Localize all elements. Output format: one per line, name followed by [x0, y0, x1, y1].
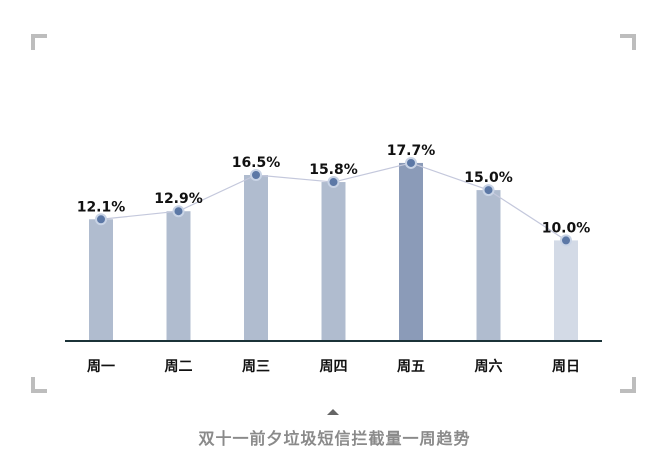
data-label-周一: 12.1%	[77, 199, 126, 215]
x-tick-label-周二: 周二	[165, 359, 193, 375]
data-label-周五: 17.7%	[387, 143, 436, 159]
corner-bracket-bottom-right	[620, 377, 636, 393]
corner-bracket-top-left	[31, 34, 47, 50]
bar-周六	[476, 190, 501, 341]
corner-bracket-bottom-left	[31, 377, 47, 393]
point-marker-周五	[405, 156, 417, 169]
x-tick-label-周一: 周一	[87, 359, 115, 375]
markers-layer	[95, 156, 572, 247]
data-label-周四: 15.8%	[309, 162, 358, 178]
x-tick-labels-layer: 周一 周二 周三 周四 周五 周六 周日	[87, 358, 580, 375]
x-tick-label-周四: 周四	[320, 359, 348, 375]
point-marker-周三	[250, 169, 262, 182]
data-label-周六: 15.0%	[464, 170, 513, 186]
caption-arrow-icon	[327, 409, 339, 415]
x-tick-label-周日: 周日	[552, 359, 580, 375]
bar-周二	[166, 211, 191, 341]
bar-周四	[321, 182, 346, 341]
data-labels-layer: 12.1% 12.9% 16.5% 15.8% 17.7% 15.0% 10.0%	[77, 143, 591, 236]
x-tick-label-周三: 周三	[242, 359, 270, 375]
data-label-周日: 10.0%	[542, 220, 591, 236]
point-marker-周一	[95, 213, 107, 226]
data-label-周三: 16.5%	[232, 155, 281, 171]
corner-bracket-top-right	[620, 34, 636, 50]
data-label-周二: 12.9%	[154, 191, 203, 207]
x-tick-label-周五: 周五	[397, 359, 425, 375]
point-marker-周二	[172, 205, 185, 218]
point-marker-周四	[327, 176, 340, 189]
x-tick-label-周六: 周六	[475, 358, 503, 375]
bars-layer	[89, 162, 578, 341]
bar-周三	[244, 175, 268, 341]
point-marker-周六	[482, 184, 495, 197]
chart-caption: 双十一前夕垃圾短信拦截量一周趋势	[198, 429, 471, 448]
bar-周五	[399, 162, 423, 341]
bar-周日	[554, 240, 578, 341]
point-marker-周日	[560, 234, 572, 247]
bar-周一	[89, 219, 113, 341]
